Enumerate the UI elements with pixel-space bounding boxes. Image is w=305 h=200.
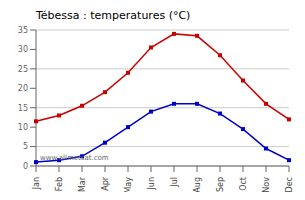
svg-text:Feb: Feb bbox=[55, 177, 64, 191]
html-text:www.allmetsat.com: www.allmetsat.com bbox=[40, 154, 109, 162]
svg-text:Sep: Sep bbox=[216, 177, 225, 192]
svg-text:Dec: Dec bbox=[285, 177, 294, 192]
svg-text:Aug: Aug bbox=[193, 177, 202, 192]
svg-text:0: 0 bbox=[23, 162, 28, 171]
svg-text:May: May bbox=[124, 177, 133, 192]
svg-text:Oct: Oct bbox=[239, 177, 248, 191]
svg-text:15: 15 bbox=[18, 104, 28, 113]
html-text:Tébessa : temperatures (°C): Tébessa : temperatures (°C) bbox=[36, 9, 191, 22]
svg-text:Jun: Jun bbox=[147, 177, 156, 191]
svg-text:Jul: Jul bbox=[170, 177, 179, 188]
svg-text:35: 35 bbox=[18, 26, 28, 35]
svg-text:10: 10 bbox=[18, 123, 28, 132]
svg-text:Apr: Apr bbox=[101, 176, 110, 191]
svg-text:Nov: Nov bbox=[262, 177, 271, 192]
svg-text:Jan: Jan bbox=[32, 177, 41, 190]
svg-text:25: 25 bbox=[18, 65, 28, 74]
svg-text:30: 30 bbox=[18, 45, 28, 54]
svg-text:20: 20 bbox=[18, 84, 28, 93]
svg-text:Mar: Mar bbox=[78, 176, 87, 192]
svg-text:5: 5 bbox=[23, 142, 28, 151]
